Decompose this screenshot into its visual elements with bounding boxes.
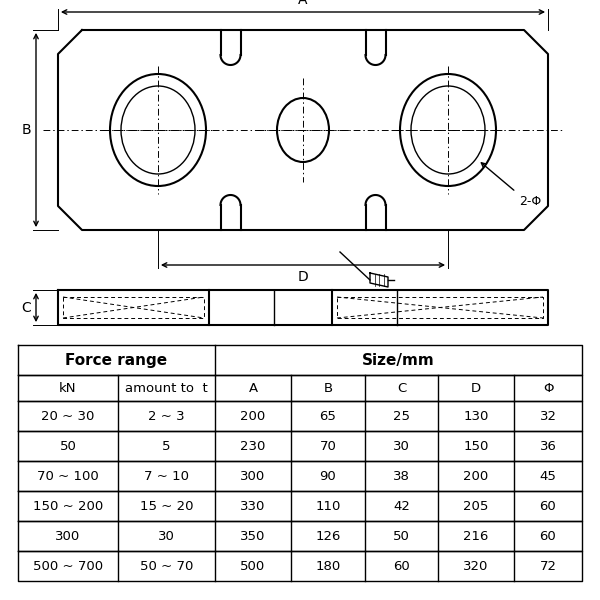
Text: 300: 300	[241, 469, 266, 482]
Text: 200: 200	[463, 469, 488, 482]
Text: 205: 205	[463, 499, 488, 512]
Text: Force range: Force range	[65, 352, 167, 367]
Text: 200: 200	[241, 409, 266, 422]
Text: 300: 300	[55, 529, 80, 542]
Text: 72: 72	[539, 559, 557, 572]
Text: C: C	[397, 382, 406, 395]
Text: B: B	[323, 382, 332, 395]
Text: B: B	[22, 123, 31, 137]
Text: 36: 36	[539, 439, 556, 452]
Text: 216: 216	[463, 529, 488, 542]
Text: 45: 45	[539, 469, 556, 482]
Text: 15 ~ 20: 15 ~ 20	[140, 499, 193, 512]
Text: 50: 50	[393, 529, 410, 542]
Text: 60: 60	[539, 529, 556, 542]
Text: 70: 70	[320, 439, 337, 452]
Text: 70 ~ 100: 70 ~ 100	[37, 469, 99, 482]
Text: D: D	[298, 270, 308, 284]
Text: 5: 5	[162, 439, 171, 452]
Text: kN: kN	[59, 382, 77, 395]
Text: amount to  t: amount to t	[125, 382, 208, 395]
Text: 30: 30	[393, 439, 410, 452]
Text: 110: 110	[316, 499, 341, 512]
Text: 50 ~ 70: 50 ~ 70	[140, 559, 193, 572]
Text: 2-Φ: 2-Φ	[519, 195, 541, 208]
Text: 50: 50	[59, 439, 76, 452]
Text: 20 ~ 30: 20 ~ 30	[41, 409, 95, 422]
Text: A: A	[248, 382, 257, 395]
Text: 350: 350	[241, 529, 266, 542]
Text: 126: 126	[316, 529, 341, 542]
Text: 320: 320	[463, 559, 488, 572]
Text: 130: 130	[463, 409, 488, 422]
Text: 330: 330	[241, 499, 266, 512]
Text: 500 ~ 700: 500 ~ 700	[33, 559, 103, 572]
Text: D: D	[471, 382, 481, 395]
Text: A: A	[298, 0, 308, 7]
Text: 230: 230	[241, 439, 266, 452]
Text: 65: 65	[320, 409, 337, 422]
Text: Φ: Φ	[543, 382, 553, 395]
Text: 7 ~ 10: 7 ~ 10	[144, 469, 189, 482]
Text: Size/mm: Size/mm	[362, 352, 435, 367]
Text: 60: 60	[539, 499, 556, 512]
Text: 60: 60	[393, 559, 410, 572]
Text: 42: 42	[393, 499, 410, 512]
Text: 90: 90	[320, 469, 337, 482]
Text: 25: 25	[393, 409, 410, 422]
Text: 500: 500	[241, 559, 266, 572]
Text: 150: 150	[463, 439, 488, 452]
Text: C: C	[21, 301, 31, 314]
Text: 30: 30	[158, 529, 175, 542]
Text: 180: 180	[316, 559, 341, 572]
Text: 32: 32	[539, 409, 557, 422]
Text: 38: 38	[393, 469, 410, 482]
Text: 150 ~ 200: 150 ~ 200	[33, 499, 103, 512]
Text: 2 ~ 3: 2 ~ 3	[148, 409, 185, 422]
